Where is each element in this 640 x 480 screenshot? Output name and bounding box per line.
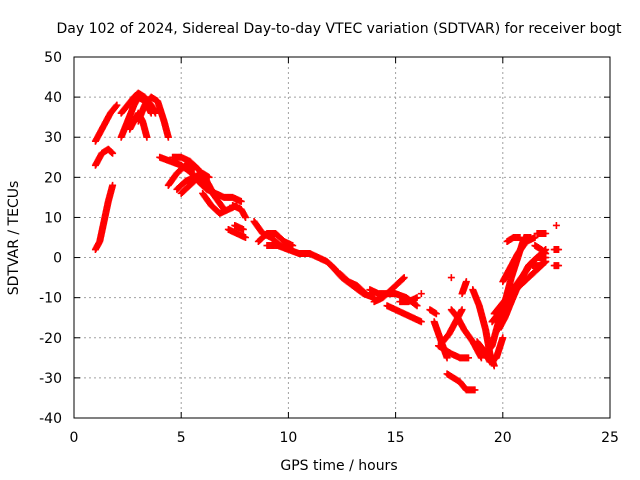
data-point <box>447 274 455 282</box>
data-point <box>507 299 515 307</box>
y-tick-label: 40 <box>44 90 62 106</box>
x-axis-label: GPS time / hours <box>280 458 397 474</box>
data-point <box>400 274 408 282</box>
chart-title: Day 102 of 2024, Sidereal Day-to-day VTE… <box>56 21 622 37</box>
x-tick-label: 25 <box>601 430 619 446</box>
data-point <box>541 249 549 257</box>
data-point <box>413 302 421 310</box>
y-tick-label: -40 <box>39 411 62 427</box>
y-tick-label: 0 <box>53 251 62 267</box>
data-point <box>113 101 121 109</box>
data-point <box>417 318 425 326</box>
data-point <box>552 221 560 229</box>
y-tick-label: -30 <box>39 371 62 387</box>
data-point <box>462 278 470 286</box>
data-point <box>164 133 172 141</box>
y-tick-label: 10 <box>44 210 62 226</box>
data-point <box>412 301 420 309</box>
data-point <box>443 354 451 362</box>
data-point <box>555 246 563 254</box>
data-point <box>542 258 550 266</box>
x-tick-label: 5 <box>177 430 186 446</box>
data-point <box>108 148 116 156</box>
data-point <box>531 234 539 241</box>
data-point <box>109 149 117 157</box>
data-point <box>143 133 151 141</box>
data-point <box>542 250 550 258</box>
data-point <box>242 213 250 221</box>
y-tick-label: 50 <box>44 50 62 66</box>
data-point <box>555 262 563 270</box>
data-point <box>490 362 498 370</box>
y-axis-label: SDTVAR / TECUs <box>6 181 22 296</box>
data-point <box>413 294 421 302</box>
x-tick-label: 10 <box>279 430 297 446</box>
data-point <box>458 306 466 314</box>
data-point <box>432 310 440 318</box>
y-tick-label: -20 <box>39 331 62 347</box>
data-point <box>542 229 550 237</box>
data-point <box>471 386 479 394</box>
plot-frame <box>73 56 611 419</box>
data-point <box>242 234 250 241</box>
data-point <box>237 197 245 205</box>
y-tick-label: -10 <box>39 291 62 307</box>
data-point <box>477 354 485 362</box>
data-point <box>362 290 370 298</box>
data-point <box>112 102 120 110</box>
data-point <box>205 173 213 181</box>
y-tick-label: 20 <box>44 170 62 186</box>
x-tick-label: 0 <box>70 430 79 446</box>
data-point <box>499 334 507 342</box>
data-point <box>417 290 425 298</box>
data-point <box>507 298 515 306</box>
data-point <box>516 234 524 241</box>
data-point <box>239 225 247 233</box>
data-point <box>361 289 369 297</box>
data-points <box>91 89 563 394</box>
x-tick-label: 15 <box>387 430 405 446</box>
y-tick-label: 30 <box>44 130 62 146</box>
data-point <box>464 354 472 362</box>
axis-ticks: 0 5 10 15 20 25 -40 -30 -20 -10 0 10 20 30 40 50 <box>39 50 619 446</box>
data-point <box>109 181 117 189</box>
data-point <box>399 274 407 282</box>
x-tick-label: 20 <box>494 430 512 446</box>
